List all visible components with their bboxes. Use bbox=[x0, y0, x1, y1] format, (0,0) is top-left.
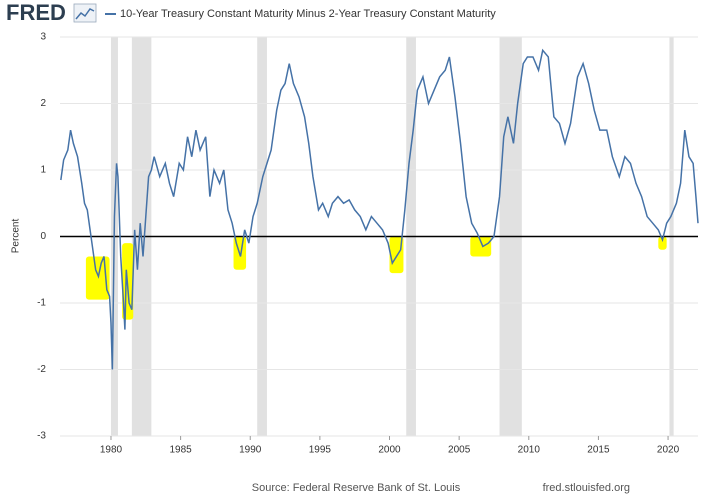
y-tick-label: -2 bbox=[37, 364, 46, 375]
x-tick-label: 1980 bbox=[100, 445, 123, 456]
x-tick-label: 2010 bbox=[518, 445, 541, 456]
legend-label: 10-Year Treasury Constant Maturity Minus… bbox=[120, 8, 496, 20]
logo-icon bbox=[73, 3, 97, 23]
x-tick-label: 1995 bbox=[309, 445, 332, 456]
x-tick-label: 2005 bbox=[448, 445, 471, 456]
x-tick-label: 2020 bbox=[657, 445, 680, 456]
x-tick-label: 1985 bbox=[169, 445, 192, 456]
y-axis-label: Percent bbox=[11, 219, 22, 254]
x-tick-label: 1990 bbox=[239, 445, 262, 456]
y-tick-label: -3 bbox=[37, 431, 46, 442]
source-note: Source: Federal Reserve Bank of St. Loui… bbox=[252, 482, 461, 494]
y-tick-label: 0 bbox=[40, 231, 46, 242]
y-tick-label: 2 bbox=[40, 98, 46, 109]
inversion-highlight bbox=[658, 236, 667, 250]
y-tick-label: 1 bbox=[40, 165, 46, 176]
x-tick-label: 2000 bbox=[378, 445, 401, 456]
y-tick-label: 3 bbox=[40, 32, 46, 43]
inversion-highlight bbox=[389, 236, 404, 274]
inversion-highlight bbox=[470, 236, 492, 257]
series-line bbox=[60, 48, 699, 370]
x-tick-label: 2015 bbox=[587, 445, 610, 456]
inversion-highlight bbox=[85, 256, 110, 300]
site-note: fred.stlouisfed.org bbox=[543, 482, 630, 494]
y-tick-label: -1 bbox=[37, 298, 46, 309]
brand-logo: FRED bbox=[6, 0, 66, 25]
